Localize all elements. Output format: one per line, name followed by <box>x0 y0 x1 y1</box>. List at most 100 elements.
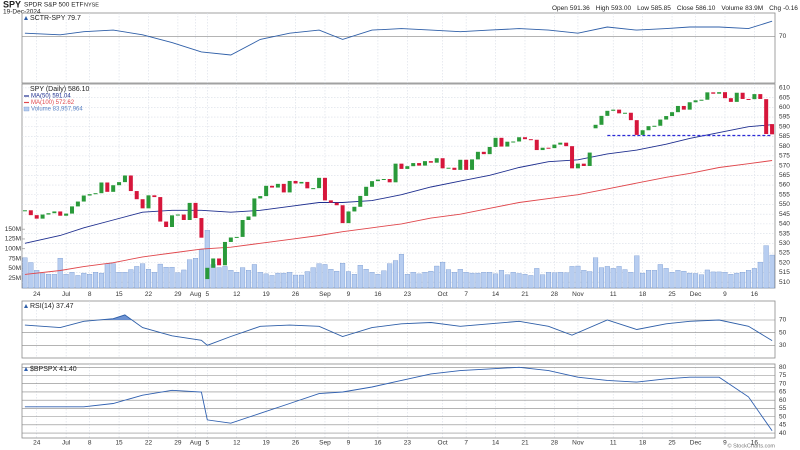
candle-body <box>93 193 98 195</box>
candle-body <box>128 175 133 192</box>
candle-body <box>270 185 275 188</box>
x-tick-label: 11 <box>610 291 617 298</box>
candle-body <box>464 159 469 170</box>
y-tick-label: 535 <box>779 230 790 237</box>
x-tick-label: 7 <box>464 440 468 447</box>
y-tick-label: 510 <box>779 279 790 286</box>
volume-bar <box>98 272 104 289</box>
candle-body <box>22 210 27 212</box>
volume-tick-label: 150M <box>5 226 21 233</box>
candle-body <box>734 92 739 102</box>
candle-body <box>240 220 245 237</box>
x-tick-label: 16 <box>751 440 759 447</box>
candle-body <box>693 100 698 103</box>
volume-bar <box>528 275 534 289</box>
candle-body <box>446 167 451 169</box>
volume-bar <box>369 272 375 289</box>
y-tick-label: 525 <box>779 250 790 257</box>
quote-label: Open <box>552 5 568 12</box>
price-title: SPY (Daily) 586.10 <box>30 86 90 93</box>
y-tick-label: 520 <box>779 259 790 266</box>
volume-bar <box>616 266 622 289</box>
volume-bar <box>546 272 552 289</box>
volume-bar <box>340 263 346 289</box>
volume-bar <box>251 264 257 289</box>
quote-value: 593.00 <box>611 5 631 12</box>
y-tick-label: 580 <box>779 143 790 150</box>
candle-body <box>252 198 257 217</box>
volume-bar <box>681 270 687 289</box>
moving-average <box>24 160 773 275</box>
candle-body <box>64 213 69 216</box>
candle-body <box>164 221 169 227</box>
volume-bar <box>40 273 46 289</box>
volume-bar <box>381 270 387 289</box>
y-tick-label: 70 <box>779 33 787 40</box>
volume-bar <box>298 274 304 289</box>
volume-bar <box>275 272 281 289</box>
candle-body <box>346 211 351 224</box>
candle-body <box>52 211 57 214</box>
volume-bar <box>475 272 481 289</box>
volume-bar <box>646 270 652 289</box>
volume-bar <box>634 255 640 289</box>
volume-tick-label: 100M <box>5 245 21 252</box>
candle-body <box>534 139 539 151</box>
candle-body <box>511 141 516 143</box>
candle-body <box>234 236 239 238</box>
candle-body <box>622 112 627 114</box>
volume-bar <box>569 266 575 289</box>
volume-bar <box>751 268 757 289</box>
x-tick-label: 16 <box>374 291 382 298</box>
volume-bar <box>716 271 722 289</box>
y-tick-label: 65 <box>779 389 787 396</box>
volume-bar <box>698 274 704 289</box>
x-tick-label: 12 <box>233 291 241 298</box>
volume-bar <box>457 269 463 289</box>
candle-body <box>275 183 280 188</box>
x-tick-label: Aug <box>190 291 202 298</box>
volume-bar <box>128 269 134 289</box>
x-tick-label: 9 <box>723 291 727 298</box>
candle-body <box>328 200 333 203</box>
y-tick-label: 515 <box>779 269 790 276</box>
volume-bar <box>310 267 316 289</box>
candle-body <box>581 163 586 166</box>
x-tick-label: 12 <box>233 440 241 447</box>
x-tick-label: 28 <box>551 291 559 298</box>
x-tick-label: 23 <box>404 440 412 447</box>
x-tick-label: 14 <box>492 440 500 447</box>
volume-bar <box>710 271 716 289</box>
x-tick-label: Nov <box>572 440 584 447</box>
volume-bar <box>110 263 116 289</box>
candle-body <box>299 181 304 184</box>
volume-bar <box>687 272 693 289</box>
quote-value: -0.16 (-0.03%) <box>783 5 800 12</box>
x-tick-label: Jul <box>62 440 71 447</box>
x-tick-label: 5 <box>205 440 209 447</box>
volume-bar <box>704 269 710 289</box>
x-tick-label: 21 <box>521 440 529 447</box>
indicator-line <box>24 20 773 56</box>
quote: Open 591.36 High 593.00 Low 585.85 Close 586.10… <box>552 5 800 12</box>
volume-bar <box>245 270 251 289</box>
volume-bar <box>187 259 193 289</box>
volume-bar <box>663 268 669 289</box>
volume-bar <box>434 265 440 289</box>
volume-bar <box>234 272 240 289</box>
candle-body <box>675 105 680 113</box>
volume-bar <box>304 271 310 289</box>
quote-value: 83.9M <box>745 5 763 12</box>
band-fill <box>24 314 773 346</box>
candle-body <box>628 112 633 121</box>
candle-body <box>687 102 692 110</box>
volume-bar <box>628 272 634 289</box>
legend-icon <box>24 304 28 308</box>
legend-label: MA(100) 572.62 <box>31 100 75 106</box>
candle-body <box>505 141 510 147</box>
y-tick-label: 40 <box>779 430 787 437</box>
volume-bar <box>257 272 263 289</box>
y-tick-label: 540 <box>779 221 790 228</box>
x-tick-label: 16 <box>751 291 759 298</box>
volume-bar <box>93 272 99 289</box>
